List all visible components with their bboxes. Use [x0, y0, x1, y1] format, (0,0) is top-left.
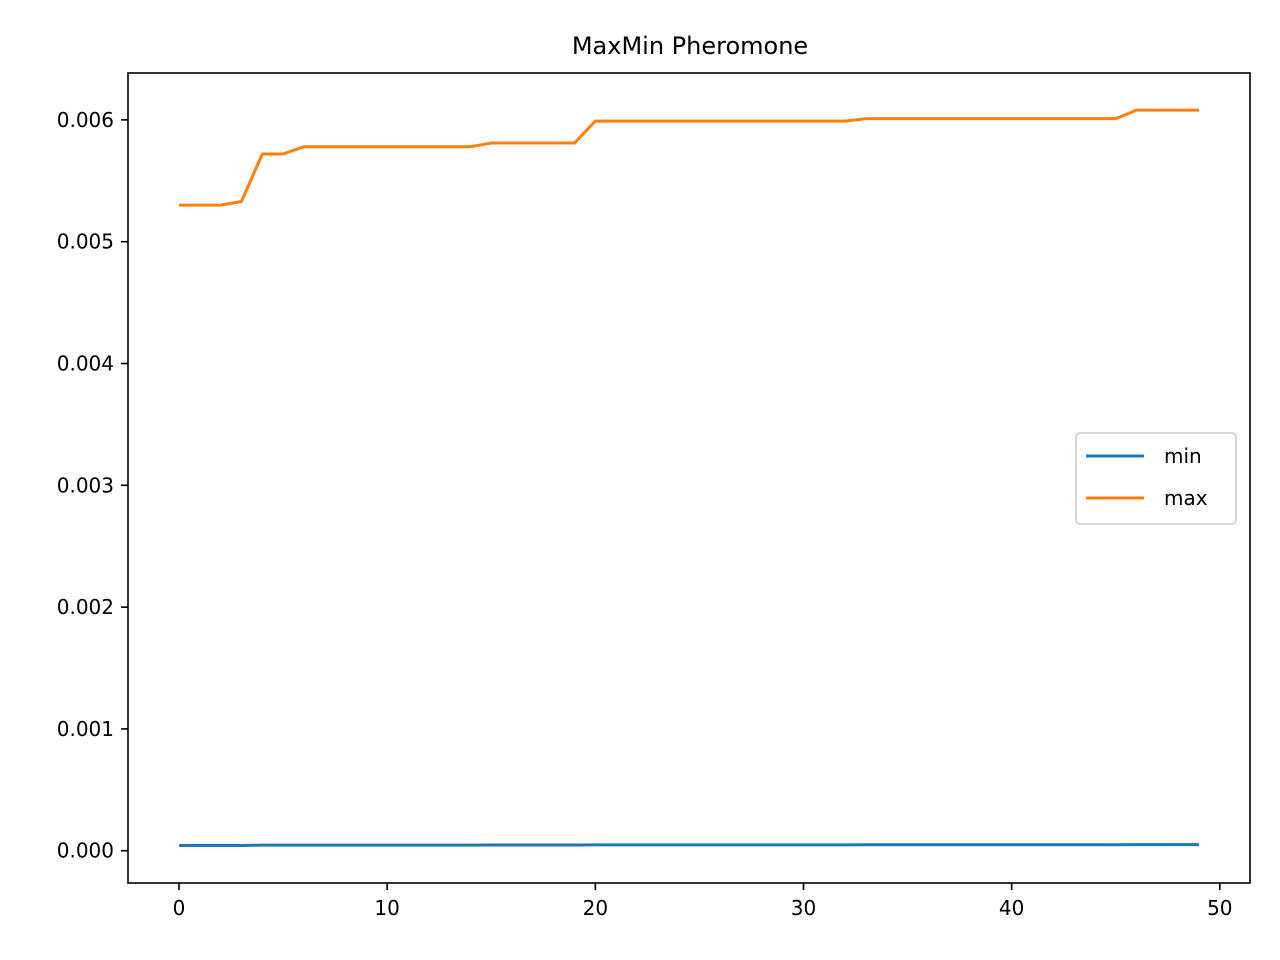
y-tick-label: 0.004 — [57, 352, 114, 376]
y-tick-label: 0.002 — [57, 595, 114, 619]
y-tick-label: 0.006 — [57, 108, 114, 132]
y-tick-label: 0.000 — [57, 839, 114, 863]
x-tick-label: 50 — [1207, 896, 1232, 920]
legend-box — [1075, 432, 1237, 525]
plot-area — [127, 72, 1251, 884]
legend-label-max: max — [1164, 486, 1208, 510]
series-line-min — [179, 843, 1199, 847]
legend: min max — [1075, 432, 1237, 525]
y-tick-label: 0.005 — [57, 230, 114, 254]
y-tick-label: 0.003 — [57, 473, 114, 497]
series-layer — [179, 108, 1199, 847]
x-axis: 0 10 20 30 40 50 — [173, 883, 1233, 920]
chart-title: MaxMin Pheromone — [572, 32, 808, 60]
x-tick-label: 30 — [791, 896, 816, 920]
x-tick-label: 20 — [583, 896, 608, 920]
y-tick-label: 0.001 — [57, 717, 114, 741]
x-tick-label: 10 — [374, 896, 399, 920]
legend-label-min: min — [1164, 444, 1202, 468]
series-line-max — [179, 108, 1199, 207]
plot-frame — [127, 72, 1251, 884]
x-tick-label: 0 — [173, 896, 186, 920]
y-axis: 0.000 0.001 0.002 0.003 0.004 0.005 0.006 — [57, 108, 128, 863]
x-tick-label: 40 — [999, 896, 1024, 920]
